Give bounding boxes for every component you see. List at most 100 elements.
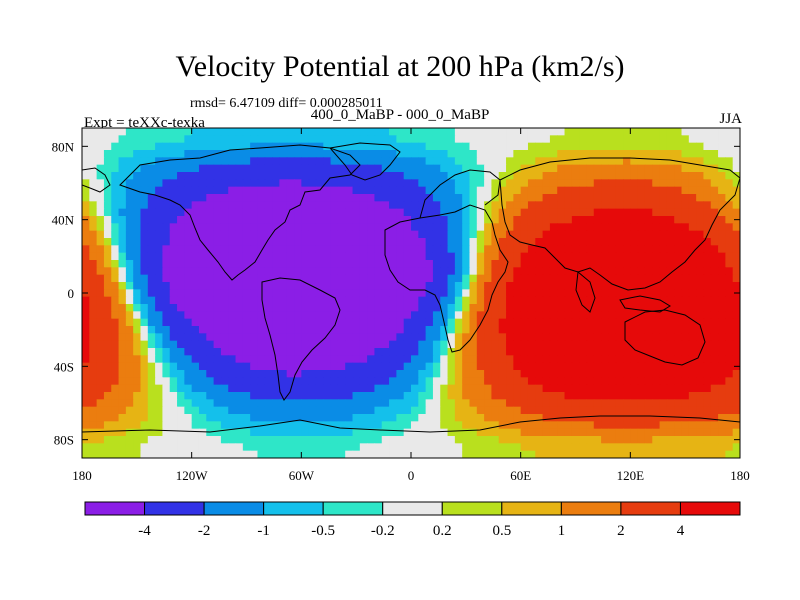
field-cell xyxy=(374,128,383,136)
field-cell xyxy=(454,355,463,364)
field-cell xyxy=(703,436,712,444)
field-cell xyxy=(206,179,215,188)
field-cell xyxy=(359,436,368,444)
field-cell xyxy=(615,252,624,261)
field-cell xyxy=(637,362,646,371)
field-cell xyxy=(103,296,112,305)
field-cell xyxy=(89,340,98,349)
field-cell xyxy=(184,186,193,195)
field-cell xyxy=(506,326,514,334)
field-cell xyxy=(652,238,661,246)
field-cell xyxy=(103,179,112,188)
field-cell xyxy=(688,201,697,210)
field-cell xyxy=(125,311,134,320)
field-cell xyxy=(469,245,478,254)
field-cell xyxy=(337,135,346,144)
field-cell xyxy=(484,164,493,173)
field-cell xyxy=(235,267,244,276)
field-cell xyxy=(484,377,493,386)
field-cell xyxy=(169,274,178,283)
experiment-label: Expt = teXXc-texka xyxy=(84,115,205,131)
field-cell xyxy=(601,223,609,232)
field-cell xyxy=(527,333,536,342)
field-cell xyxy=(381,326,390,334)
field-cell xyxy=(381,384,390,393)
field-cell xyxy=(447,150,456,158)
field-cell xyxy=(732,348,740,356)
field-cell xyxy=(476,392,485,400)
field-cell xyxy=(506,384,514,393)
field-cell xyxy=(147,392,156,400)
field-cell xyxy=(571,377,580,386)
field-cell xyxy=(681,348,690,356)
field-cell xyxy=(491,392,500,400)
field-cell xyxy=(257,377,266,386)
field-cell xyxy=(242,186,251,195)
field-cell xyxy=(498,164,507,173)
field-cell xyxy=(447,252,456,261)
field-cell xyxy=(206,245,215,254)
field-cell xyxy=(454,377,463,386)
field-cell xyxy=(162,450,171,458)
field-cell xyxy=(601,216,609,224)
field-cell xyxy=(294,150,302,158)
field-cell xyxy=(389,377,397,386)
field-cell xyxy=(542,296,551,305)
field-cell xyxy=(440,238,449,246)
field-cell xyxy=(476,304,485,312)
field-cell xyxy=(228,392,237,400)
field-cell xyxy=(637,186,646,195)
field-cell xyxy=(418,362,427,371)
field-cell xyxy=(257,164,266,173)
field-cell xyxy=(389,245,397,254)
field-cell xyxy=(125,164,134,173)
field-cell xyxy=(418,318,427,327)
field-cell xyxy=(396,186,405,195)
field-cell xyxy=(593,296,602,305)
field-cell xyxy=(177,421,185,430)
field-cell xyxy=(381,362,390,371)
field-cell xyxy=(564,377,573,386)
field-cell xyxy=(718,208,726,217)
field-cell xyxy=(659,157,668,166)
field-cell xyxy=(177,245,185,254)
field-cell xyxy=(579,216,588,224)
field-cell xyxy=(469,216,478,224)
field-cell xyxy=(447,172,456,180)
field-cell xyxy=(623,443,631,452)
field-cell xyxy=(213,157,222,166)
field-cell xyxy=(615,238,624,246)
field-cell xyxy=(615,414,624,422)
field-cell xyxy=(542,362,551,371)
field-cell xyxy=(96,348,105,356)
field-cell xyxy=(498,194,507,202)
field-cell xyxy=(89,421,98,430)
field-cell xyxy=(337,179,346,188)
field-cell xyxy=(315,274,324,283)
field-cell xyxy=(732,238,740,246)
field-cell xyxy=(644,384,653,393)
field-cell xyxy=(411,201,419,210)
field-cell xyxy=(571,436,580,444)
field-cell xyxy=(403,172,412,180)
field-cell xyxy=(703,194,712,202)
field-cell xyxy=(257,142,266,151)
field-cell xyxy=(155,150,164,158)
field-cell xyxy=(286,252,295,261)
field-cell xyxy=(542,274,551,283)
field-cell xyxy=(564,274,573,283)
field-cell xyxy=(425,150,434,158)
field-cell xyxy=(315,348,324,356)
field-cell xyxy=(601,238,609,246)
field-cell xyxy=(411,421,419,430)
field-cell xyxy=(155,201,164,210)
field-cell xyxy=(659,172,668,180)
field-cell xyxy=(571,326,580,334)
field-cell xyxy=(527,355,536,364)
field-cell xyxy=(476,135,485,144)
field-cell xyxy=(491,245,500,254)
field-cell xyxy=(301,421,310,430)
field-cell xyxy=(681,318,690,327)
field-cell xyxy=(608,355,617,364)
field-cell xyxy=(535,274,544,283)
